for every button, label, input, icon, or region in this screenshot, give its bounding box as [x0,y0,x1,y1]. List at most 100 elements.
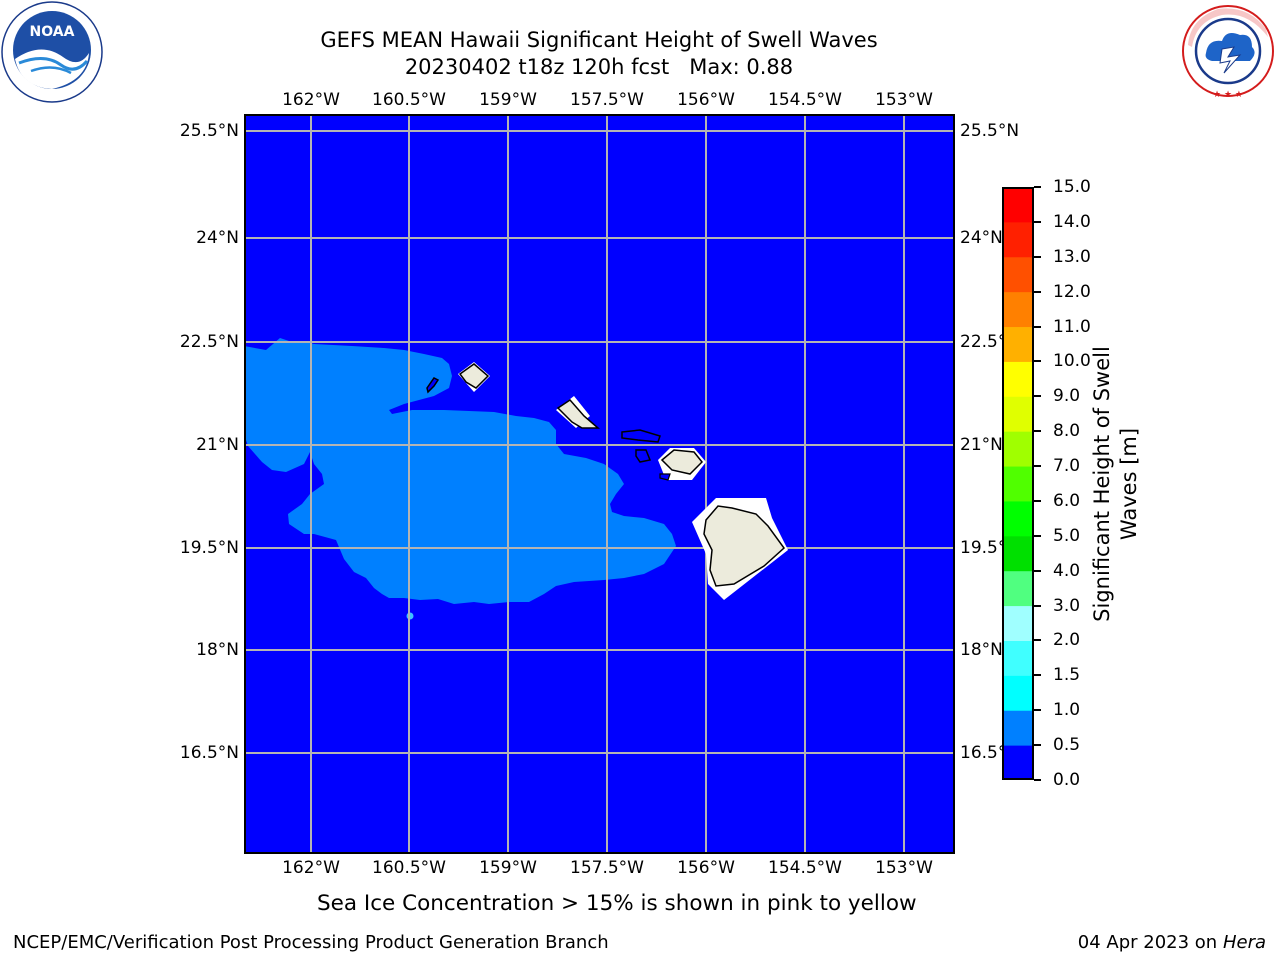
lon-label-bottom: 162°W [282,858,340,878]
island-molokai [621,429,661,443]
swell-band-region [244,338,676,604]
colorbar-tick-label: 4.0 [1053,560,1081,581]
colorbar-segment [1002,291,1034,328]
lon-label-top: 153°W [875,90,933,110]
graticule [244,114,955,854]
map-title: GEFS MEAN Hawaii Significant Height of S… [320,28,878,52]
lat-label-right: 21°N [960,435,1003,455]
island-hawaii [703,505,786,587]
lon-label-top: 156°W [677,90,735,110]
colorbar-tick-label: 14.0 [1053,211,1091,232]
colorbar-tick-mark [1034,499,1041,502]
colorbar-tick-mark [1034,255,1041,258]
islands [426,362,788,600]
colorbar-segment [1002,675,1034,711]
lon-label-top: 162°W [282,90,340,110]
colorbar-segment [1002,326,1034,362]
colorbar-tick-label: 5.0 [1053,525,1081,546]
lat-label-right: 18°N [960,640,1003,660]
footer-machine: Hera [1222,932,1266,953]
colorbar-tick-label: 13.0 [1053,246,1091,267]
svg-text:★ ★ ★: ★ ★ ★ [1213,90,1243,100]
colorbar-segment [1002,710,1034,746]
lon-label-bottom: 159°W [479,858,537,878]
island-kahoolawe [659,473,671,481]
colorbar-tick-mark [1034,430,1041,433]
colorbar-tick-mark [1034,325,1041,328]
colorbar-tick-label: 3.0 [1053,595,1081,616]
colorbar-tick-mark [1034,395,1041,398]
colorbar-segment [1002,361,1034,397]
colorbar-tick-label: 10.0 [1053,351,1091,372]
colorbar-tick-label: 2.0 [1053,630,1081,651]
colorbar-tick-label: 1.0 [1053,700,1081,721]
colorbar-tick-label: 15.0 [1053,177,1091,197]
colorbar-segment [1002,640,1034,676]
island-niihau [426,377,440,394]
lon-label-top: 160.5°W [372,90,446,110]
noaa-logo-text: NOAA [30,24,75,40]
footer-date: 04 Apr 2023 on Hera [1078,932,1266,954]
colorbar-segment [1002,500,1034,537]
colorbar-tick-mark [1034,465,1041,468]
colorbar-tick-label: 0.5 [1053,735,1081,756]
island-lanai [635,449,652,463]
colorbar-tick-label: 8.0 [1053,421,1081,442]
lon-label-bottom: 157.5°W [570,858,644,878]
lat-label-left: 16.5°N [179,743,239,763]
lon-label-bottom: 156°W [677,858,735,878]
colorbar-segment [1002,466,1034,502]
lon-label-bottom: 153°W [875,858,933,878]
lat-label-left: 25.5°N [179,121,239,141]
colorbar-tick-mark [1034,220,1041,223]
lat-label-left: 24°N [196,228,239,248]
footer-date-text: 04 Apr 2023 on [1077,932,1223,953]
colorbar-segment [1002,570,1034,607]
colorbar-tick-mark [1034,290,1041,293]
colorbar-segment [1002,745,1034,781]
colorbar-segment [1002,431,1034,467]
nws-logo: ★ ★ ★ [1178,1,1278,101]
colorbar-tick-label: 7.0 [1053,456,1081,477]
noaa-logo: NOAA [1,1,103,103]
island-maui [660,449,704,475]
colorbar-tick-mark [1034,639,1041,642]
swell-map [244,114,955,854]
colorbar-tick-mark [1034,674,1041,677]
lon-label-top: 157.5°W [570,90,644,110]
colorbar-tick-mark [1034,569,1041,572]
colorbar-segment [1002,396,1034,432]
colorbar [1002,187,1034,781]
colorbar-tick-mark [1034,534,1041,537]
island-oahu [556,399,601,429]
lon-label-bottom: 154.5°W [768,858,842,878]
colorbar-segment [1002,187,1034,223]
colorbar-tick-mark [1034,360,1041,363]
island-kauai [458,363,490,389]
colorbar-segment [1002,605,1034,641]
colorbar-segment [1002,256,1034,293]
footer-branch: NCEP/EMC/Verification Post Processing Pr… [13,932,609,953]
colorbar-tick-label: 6.0 [1053,490,1081,511]
colorbar-tick-mark [1034,744,1041,747]
colorbar-tick-mark [1034,604,1041,607]
lon-label-bottom: 160.5°W [372,858,446,878]
lat-label-left: 18°N [196,640,239,660]
lat-label-left: 22.5°N [179,332,239,352]
colorbar-segment [1002,221,1034,258]
colorbar-tick-mark [1034,186,1041,188]
colorbar-segment [1002,535,1034,572]
colorbar-tick-label: 1.5 [1053,665,1081,686]
colorbar-tick-label: 0.0 [1053,770,1081,790]
lat-label-left: 19.5°N [179,538,239,558]
lat-label-right: 25.5°N [960,121,1020,141]
colorbar-tick-label: 11.0 [1053,316,1091,337]
colorbar-tick-mark [1034,709,1041,712]
lat-label-left: 21°N [196,435,239,455]
lat-label-right: 24°N [960,228,1003,248]
colorbar-tick-label: 12.0 [1053,281,1091,302]
colorbar-tick-mark [1034,779,1041,781]
lon-label-top: 154.5°W [768,90,842,110]
colorbar-tick-label: 9.0 [1053,386,1081,407]
map-subtitle: 20230402 t18z 120h fcst Max: 0.88 [404,55,794,79]
